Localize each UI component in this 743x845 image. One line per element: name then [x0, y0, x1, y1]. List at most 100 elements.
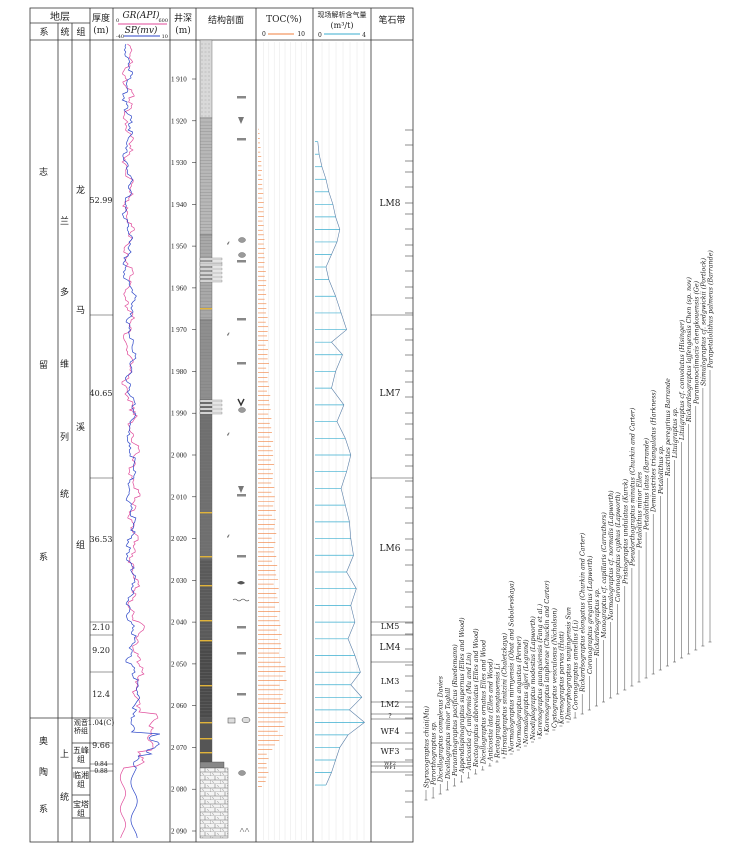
depth-tick-label: 2 050 — [171, 660, 187, 668]
species-range: Petalolithus minor Elles — [637, 471, 644, 683]
lithology-limestone — [199, 767, 229, 839]
silt-interbed — [199, 261, 223, 265]
header-gas-min: 0 — [318, 32, 322, 39]
species-name: Pristiograptus undulatus (Kurck) — [622, 478, 629, 585]
toc-gridlines — [263, 42, 307, 840]
shale-symbol — [237, 260, 246, 263]
species-name: Dicellograptus ornatus Elles and Wood — [480, 640, 487, 765]
zone-label: LM6 — [380, 544, 401, 554]
nodule-symbol — [238, 486, 244, 493]
zone-label: WF4 — [381, 727, 400, 736]
bentonite-bed — [200, 738, 212, 740]
species-name: Rastrites peregrinus Barrande — [665, 378, 672, 477]
species-range: Pristiograptus undulatus (Kurck) — [622, 478, 629, 691]
species-range: Hirsutograptus sinitzini (Chaletzkaya) — [502, 632, 509, 759]
lithology-dark-grey-shale — [199, 319, 213, 401]
species-name: Normalograptus angustus (Perner) — [516, 636, 523, 749]
toc-bars — [258, 128, 288, 787]
thickness-4: 9.20 — [92, 646, 110, 655]
species-range: Styracograptus chiai(Mu) — [424, 706, 431, 801]
zone-label: ? — [388, 713, 391, 720]
species-range: Korenograptus guangxiensis (Fang et al.) — [537, 603, 544, 739]
header-sp-min: -40 — [116, 34, 124, 40]
gas-bars — [315, 141, 365, 786]
species-range: Stimulograptus cf. sedgwickii (Portlock) — [700, 257, 707, 647]
species-range: Korenograptus lanpherae (Chuckin and Car… — [544, 580, 551, 735]
graptolite-symbol: ⸙ — [226, 431, 231, 438]
header-toc-min: 0 — [262, 31, 266, 38]
species-range: Rectograptus abbreviatus (Elles and Wood… — [473, 628, 480, 775]
silt-interbed — [199, 267, 223, 271]
zone-label: LM5 — [381, 622, 400, 631]
species-name: Parorthograptus sp. — [431, 721, 438, 786]
formation-guanyinqiao: 观音桥组 — [74, 719, 88, 735]
bentonite-bed — [200, 556, 212, 558]
bentonite-bed — [200, 685, 212, 687]
species-name: Appendispinograptus supernus (Elles and … — [459, 617, 466, 774]
species-name: Rectograptus abbreviatus (Elles and Wood… — [473, 628, 480, 768]
header-toc: TOC(%) — [266, 14, 302, 25]
bentonite-bed — [200, 512, 212, 514]
silt-interbed — [199, 271, 223, 275]
silt-interbed — [199, 257, 223, 261]
depth-tick-label: 2 010 — [171, 493, 187, 501]
lithology-marl — [199, 761, 225, 769]
species-name: Rickardsograptus sp. — [594, 588, 601, 657]
strat-series-upper-4: 统 — [60, 488, 69, 500]
formation-linxiang-text: 临湘组 — [73, 771, 89, 789]
species-name: Normalograptus mirnyensis (Obut and Sobo… — [509, 580, 516, 753]
species-range: Rickardsograptus elongatus (Churkin and … — [580, 532, 587, 715]
zone-label: LM4 — [380, 643, 401, 653]
concretion-symbol — [238, 252, 246, 258]
formation-wufeng-text: 五峰组 — [73, 746, 89, 764]
species-range: Lituigraptus sp. — [672, 407, 679, 663]
depth-tick-label: 1 970 — [171, 326, 187, 334]
silt-interbed — [199, 411, 223, 415]
thickness-7: 9.66 — [92, 741, 110, 750]
header-section: 结构剖面 — [208, 14, 244, 26]
header-zone: 笔石带 — [378, 14, 405, 26]
formation-wufeng: 五峰组 — [73, 746, 89, 764]
depth-tick-label: 1 920 — [171, 117, 187, 125]
species-name: Dimorphograptus nanjingensis Sun — [566, 607, 573, 721]
strat-system-upper-0: 志 — [39, 166, 48, 178]
brachiopod-symbol — [227, 717, 236, 724]
strat-formation-upper-0: 龙 — [76, 184, 85, 196]
shale-symbol — [237, 626, 246, 629]
bentonite-bed — [200, 640, 212, 642]
depth-tick-label: 1 950 — [171, 243, 187, 251]
header-toc-max: 10 — [297, 31, 305, 38]
thickness-3: 2.10 — [92, 623, 110, 632]
species-range: Demirastrites triangulatus (Harkness) — [651, 389, 658, 675]
graptolite-symbol: ⸙ — [226, 533, 231, 540]
thickness-dividers — [90, 314, 113, 772]
species-name: Korenograptus guangxiensis (Fang et al.) — [537, 603, 544, 737]
strat-series-upper-1: 多 — [60, 286, 69, 298]
lithology-column — [199, 39, 229, 839]
species-range: Rectograptus songtaoensis Li — [495, 663, 502, 763]
species-name: Lituigraptus sp. — [672, 407, 679, 459]
thickness-1: 40.65 — [90, 389, 113, 398]
species-name: Anticostia lata (Elles and Wood) — [487, 658, 494, 762]
depth-axis: 1 910 1 920 1 930 1 940 1 950 1 960 1 970 1 980… — [171, 76, 196, 836]
species-range: Korenograptus parvus (Hutt) — [558, 631, 565, 727]
bentonite-bed — [200, 585, 212, 587]
depth-tick-label: 1 990 — [171, 410, 187, 418]
species-name: Lituigraptus cf. convolutus (Hisinger) — [679, 319, 686, 441]
species-name: Petalolithus latus (Barrande) — [644, 437, 651, 531]
silt-interbed — [199, 263, 223, 267]
header: 地层 系 统 组 厚度 (m) GR(API) 0 600 SP(mv) -40… — [39, 10, 405, 40]
zone-label: LM8 — [380, 199, 401, 209]
header-gr-max: 600 — [158, 18, 168, 24]
shale-symbol — [237, 138, 246, 141]
strat-series-lower-1: 统 — [60, 791, 69, 803]
header-depth-unit: (m) — [175, 25, 191, 36]
strat-system-lower-1: 陶 — [39, 766, 48, 778]
thickness-0: 52.99 — [90, 196, 113, 205]
depth-tick-label: 2 090 — [171, 828, 187, 836]
species-range: Coronograptus annellus (Li) — [573, 620, 580, 719]
trace-fossil-symbol — [239, 827, 250, 833]
graptolite-symbol: ⸙ — [226, 331, 231, 338]
